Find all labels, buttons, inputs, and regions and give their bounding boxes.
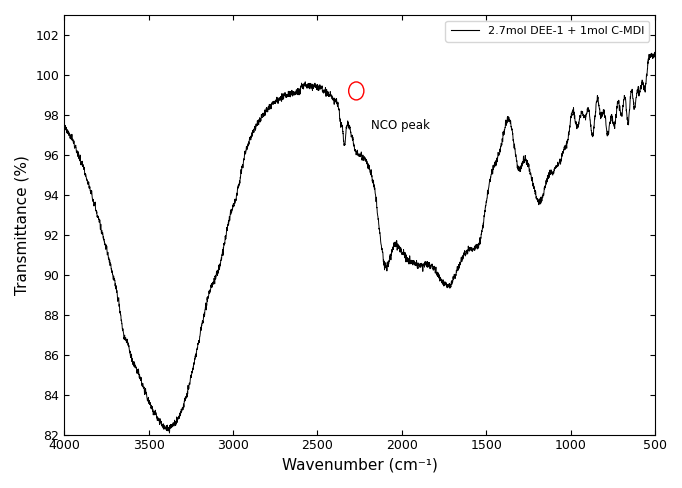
X-axis label: Wavenumber (cm⁻¹): Wavenumber (cm⁻¹) (282, 458, 438, 473)
Text: NCO peak: NCO peak (372, 119, 430, 132)
Legend: 2.7mol DEE-1 + 1mol C-MDI: 2.7mol DEE-1 + 1mol C-MDI (445, 20, 649, 41)
Y-axis label: Transmittance (%): Transmittance (%) (15, 155, 30, 295)
